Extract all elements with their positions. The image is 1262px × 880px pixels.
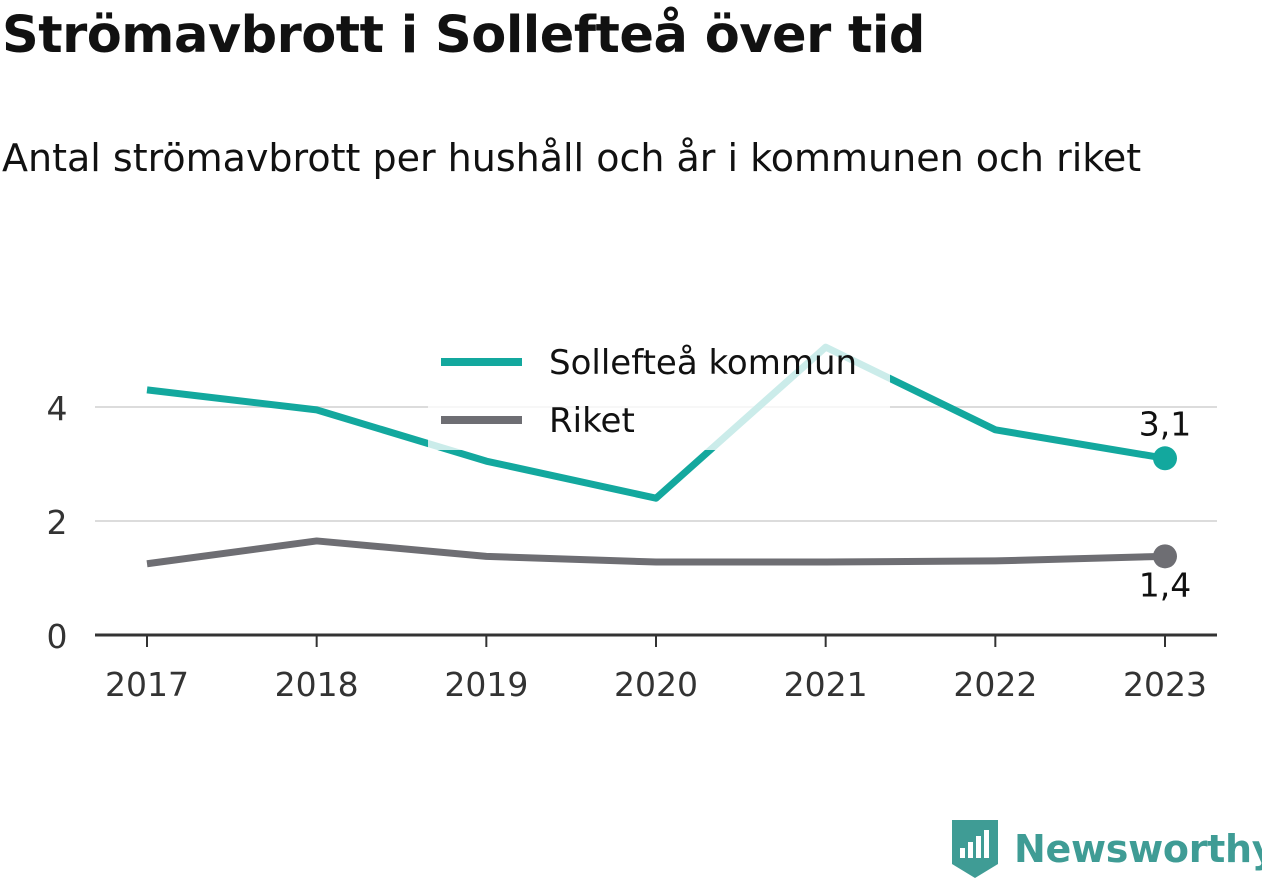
x-tick-label: 2017 bbox=[105, 665, 189, 704]
legend-label: Sollefteå kommun bbox=[549, 343, 857, 383]
end-value-label: 1,4 bbox=[1139, 565, 1191, 604]
series-line-kommun bbox=[146, 343, 1166, 502]
x-axis: 2017 2018 2019 2020 2021 2022 2023 bbox=[95, 633, 1217, 704]
x-tick-label: 2022 bbox=[953, 665, 1037, 704]
chart-title: Strömavbrott i Sollefteå över tid bbox=[2, 6, 925, 65]
x-tick-label: 2023 bbox=[1123, 665, 1207, 704]
x-tick-label: 2019 bbox=[444, 665, 528, 704]
y-tick-label: 0 bbox=[47, 617, 68, 656]
series-line-riket bbox=[146, 537, 1166, 568]
legend-background bbox=[428, 334, 890, 450]
legend: Sollefteå kommun Riket bbox=[428, 334, 890, 450]
newsworthy-logo: Newsworthy bbox=[950, 818, 1262, 880]
chart-subtitle: Antal strömavbrott per hushåll och år i … bbox=[2, 136, 1142, 180]
series-end-point bbox=[1153, 446, 1177, 471]
x-tick-label: 2018 bbox=[275, 665, 359, 704]
series-lines bbox=[146, 343, 1177, 569]
legend-label: Riket bbox=[549, 401, 635, 441]
end-labels: 3,1 1,4 bbox=[1139, 404, 1191, 604]
x-tick-label: 2021 bbox=[784, 665, 868, 704]
y-tick-label: 2 bbox=[47, 503, 68, 542]
y-tick-label: 4 bbox=[47, 389, 68, 428]
bar-chart-badge-icon bbox=[952, 820, 998, 878]
x-tick-label: 2020 bbox=[614, 665, 698, 704]
y-axis: 0 2 4 bbox=[47, 389, 68, 656]
series-end-point bbox=[1153, 544, 1177, 569]
brand-name: Newsworthy bbox=[1014, 827, 1262, 871]
end-value-label: 3,1 bbox=[1139, 404, 1191, 443]
